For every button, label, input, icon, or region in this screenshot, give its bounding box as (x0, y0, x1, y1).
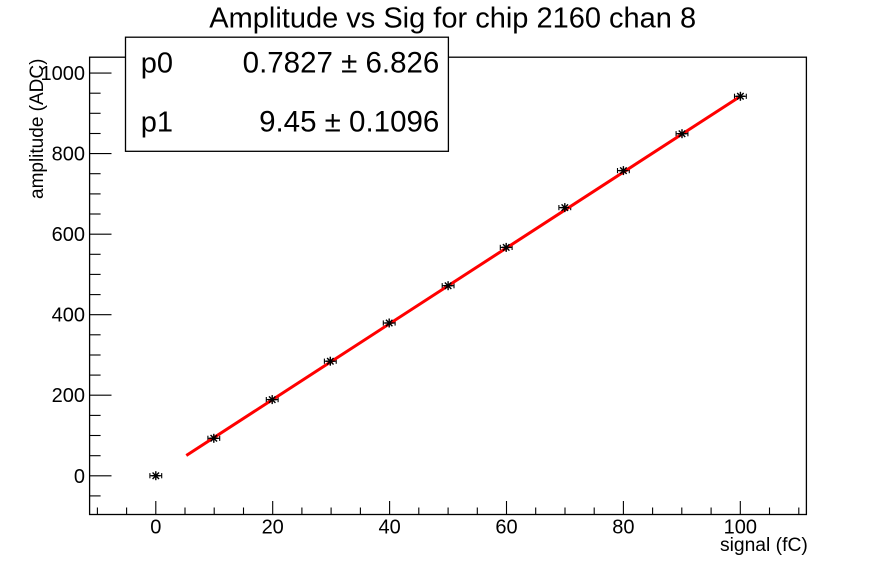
svg-text:80: 80 (612, 516, 634, 538)
svg-text:p0: p0 (141, 48, 173, 80)
svg-text:Amplitude vs Sig for chip 2160: Amplitude vs Sig for chip 2160 chan 8 (209, 3, 696, 35)
svg-text:200: 200 (52, 385, 85, 407)
svg-text:40: 40 (378, 516, 400, 538)
svg-text:p1: p1 (141, 107, 173, 139)
svg-text:amplitude (ADC): amplitude (ADC) (27, 59, 48, 199)
svg-text:0.7827 ± 6.826: 0.7827 ± 6.826 (243, 47, 440, 80)
svg-text:60: 60 (495, 516, 517, 538)
svg-text:100: 100 (724, 516, 757, 538)
svg-text:0: 0 (74, 466, 85, 488)
svg-text:signal (fC): signal (fC) (720, 535, 808, 556)
svg-text:800: 800 (52, 144, 85, 166)
svg-text:400: 400 (52, 305, 85, 327)
svg-text:20: 20 (262, 516, 284, 538)
svg-text:1000: 1000 (41, 63, 86, 85)
svg-text:9.45 ± 0.1096: 9.45 ± 0.1096 (259, 106, 439, 139)
svg-text:0: 0 (150, 516, 161, 538)
svg-text:600: 600 (52, 224, 85, 246)
